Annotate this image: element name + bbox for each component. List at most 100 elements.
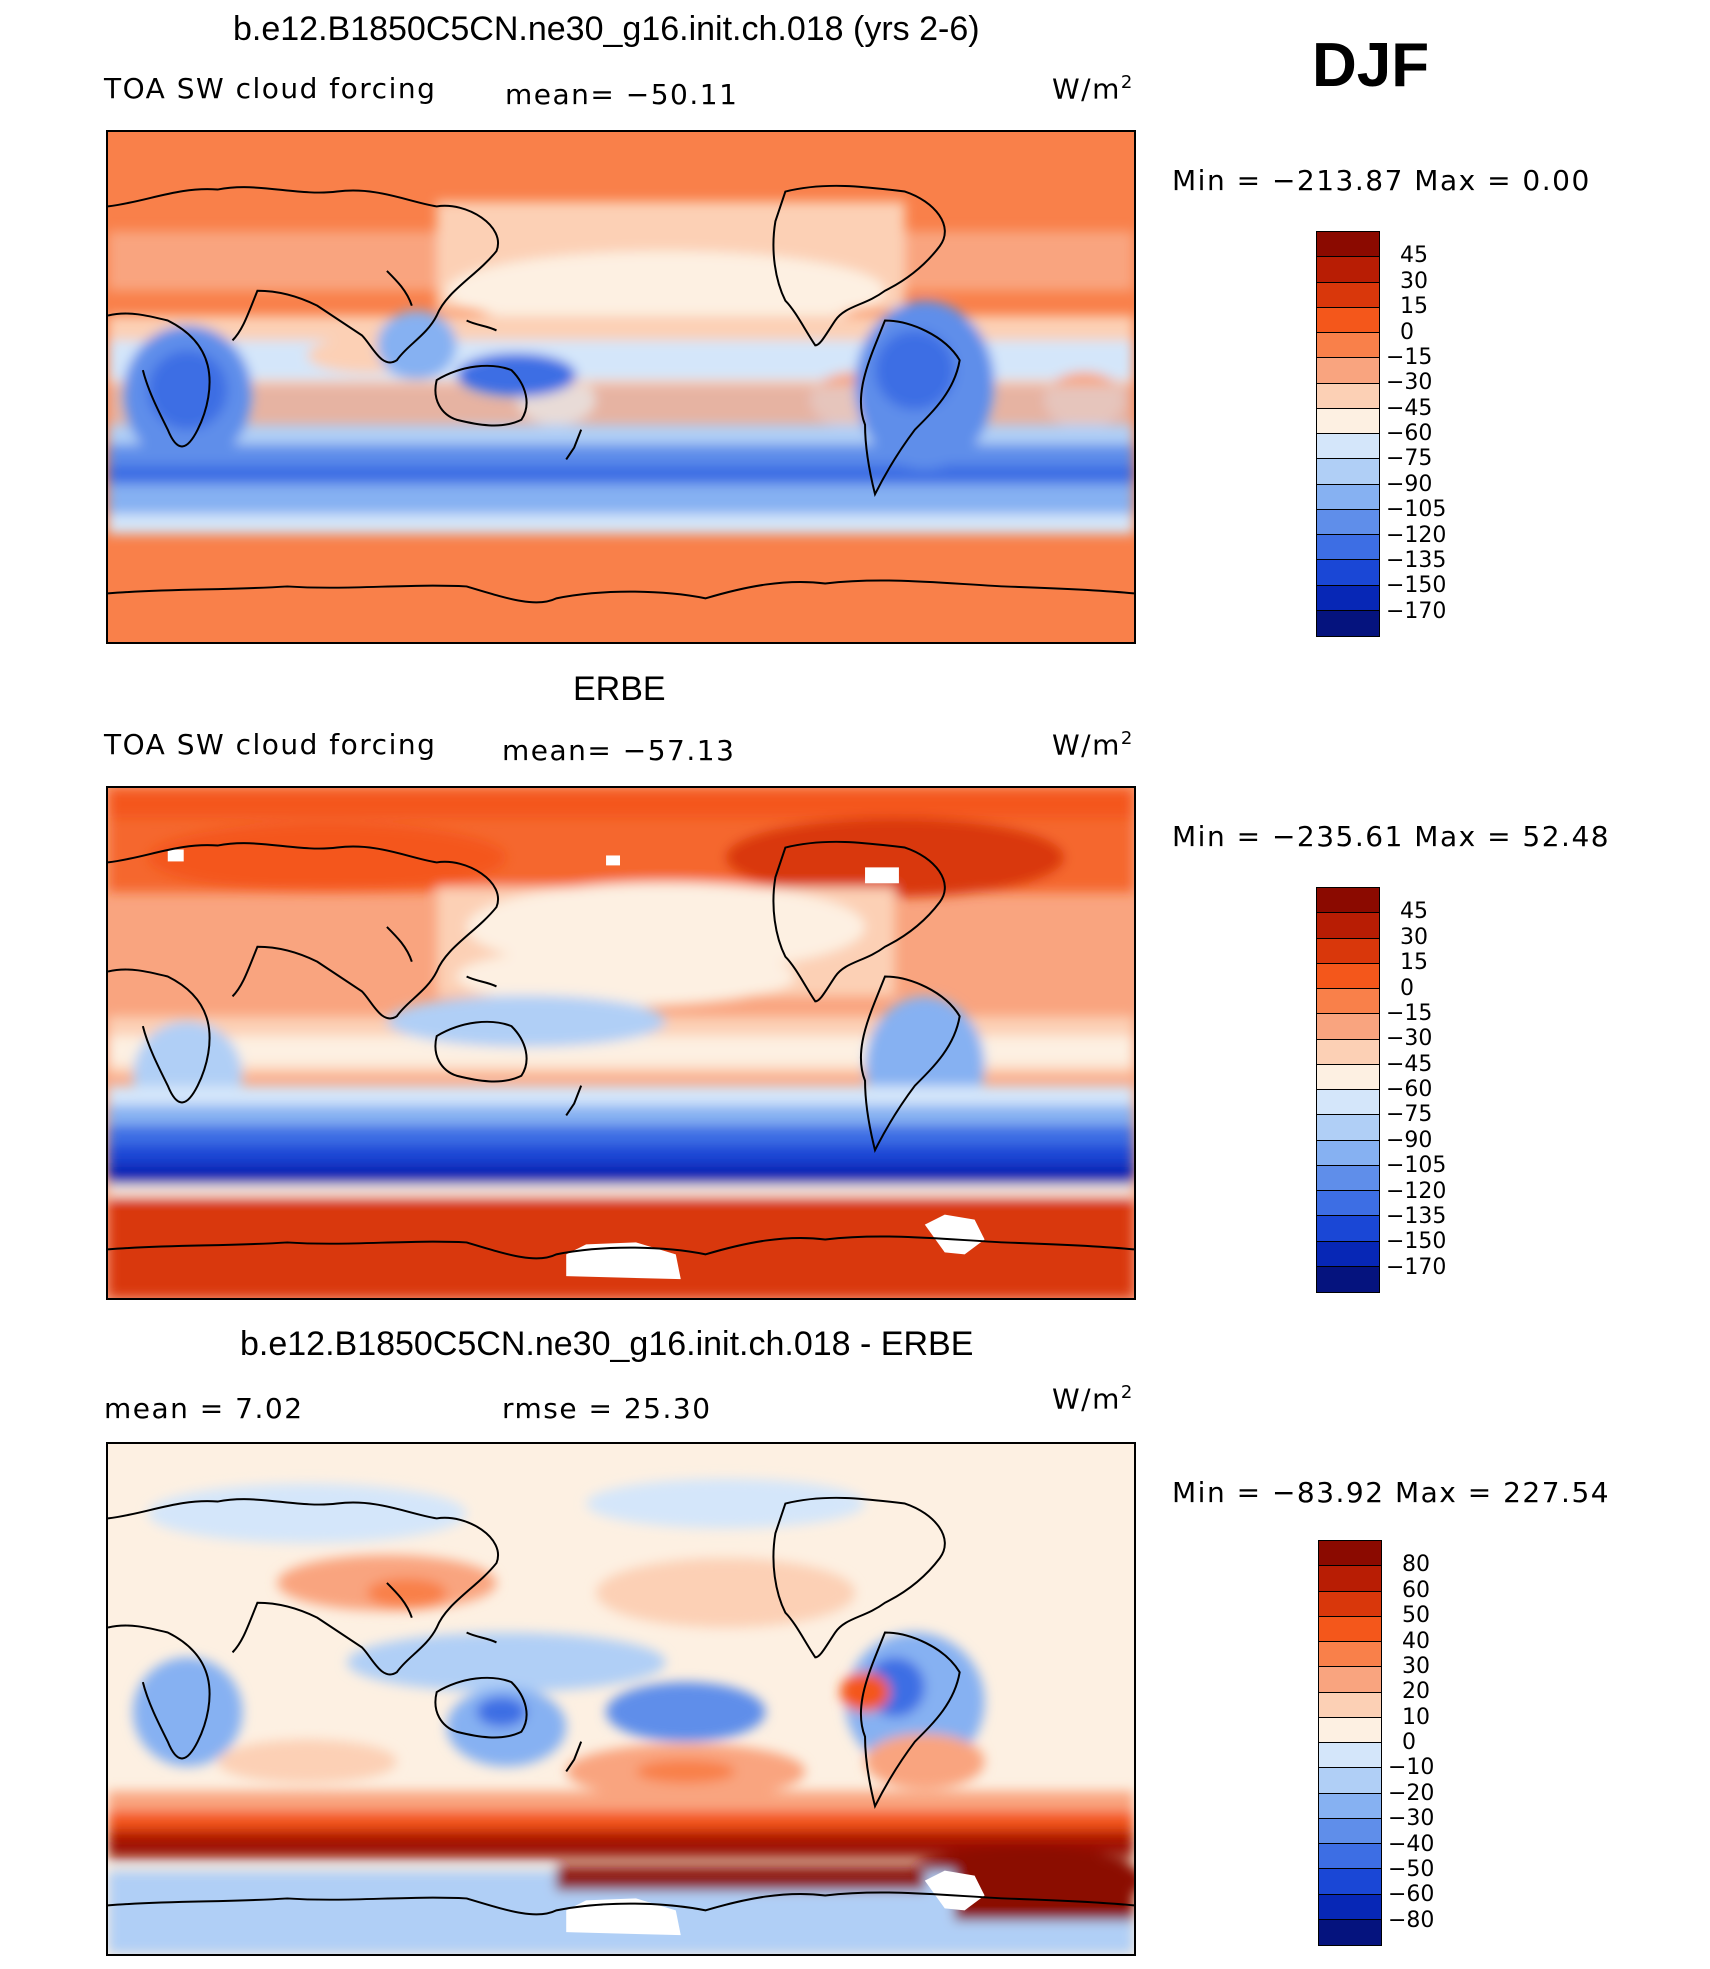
colorbar-tick-label: 50: [1402, 1603, 1430, 1629]
colorbar-tick-label: −75: [1386, 446, 1433, 472]
panel-obs-mean: mean= −57.13: [502, 734, 736, 767]
colorbar-tick-label: 0: [1400, 975, 1414, 1001]
colorbar-segment: [1317, 560, 1379, 586]
colorbar-segment: [1317, 358, 1379, 384]
colorbar-segment: [1317, 1191, 1379, 1217]
colorbar-tick-label: −135: [1386, 1203, 1447, 1229]
colorbar-segment: [1317, 1090, 1379, 1116]
panel-diff-minmax: Min = −83.92 Max = 227.54: [1172, 1476, 1611, 1509]
colorbar-segment: [1317, 989, 1379, 1015]
colorbar-tick-label: −90: [1386, 471, 1433, 497]
colorbar-segment: [1319, 1616, 1381, 1642]
colorbar-tick-label: −60: [1388, 1882, 1435, 1908]
colorbar-segment: [1319, 1869, 1381, 1895]
colorbar-tick-label: 60: [1402, 1577, 1430, 1603]
colorbar-segment: [1317, 484, 1379, 510]
panel-model-units: W/m2: [1052, 72, 1134, 106]
colorbar-tick-label: 20: [1402, 1679, 1430, 1705]
colorbar-segment: [1317, 509, 1379, 535]
panel-obs-minmax: Min = −235.61 Max = 52.48: [1172, 820, 1611, 853]
panel-diff-units: W/m2: [1052, 1382, 1134, 1416]
colorbar-segment: [1317, 938, 1379, 964]
panel-model-field-label: TOA SW cloud forcing: [104, 72, 437, 105]
colorbar-segment: [1317, 333, 1379, 359]
diff-field-map: [108, 1444, 1134, 1954]
colorbar-tick-label: −80: [1388, 1907, 1435, 1933]
colorbar-tick-label: −135: [1386, 547, 1447, 573]
colorbar-tick-label: 45: [1400, 243, 1428, 269]
colorbar-segment: [1317, 585, 1379, 611]
colorbar-tick-label: 15: [1400, 950, 1428, 976]
colorbar-tick-label: 40: [1402, 1628, 1430, 1654]
panel-diff-colorbar: [1318, 1540, 1382, 1946]
colorbar-segment: [1317, 408, 1379, 434]
panel-diff-mean: mean = 7.02: [104, 1392, 304, 1425]
colorbar-segment: [1317, 888, 1379, 914]
colorbar-tick-label: −170: [1386, 598, 1447, 624]
panel-model-title: b.e12.B1850C5CN.ne30_g16.init.ch.018 (yr…: [233, 10, 980, 48]
colorbar-tick-label: −170: [1386, 1254, 1447, 1280]
colorbar-segment: [1317, 610, 1379, 636]
panel-model-map: [106, 130, 1136, 644]
colorbar-segment: [1317, 1064, 1379, 1090]
colorbar-segment: [1317, 232, 1379, 258]
colorbar-tick-label: −60: [1386, 421, 1433, 446]
colorbar-segment: [1319, 1591, 1381, 1617]
colorbar-segment: [1319, 1894, 1381, 1920]
colorbar-segment: [1317, 1115, 1379, 1141]
colorbar-tick-label: −120: [1386, 1178, 1447, 1204]
colorbar-segment: [1317, 1266, 1379, 1292]
colorbar-tick-label: −150: [1386, 1229, 1447, 1255]
colorbar-tick-label: −90: [1386, 1127, 1433, 1153]
colorbar-segment: [1319, 1743, 1381, 1769]
colorbar-tick-label: −45: [1386, 395, 1433, 421]
colorbar-segment: [1317, 1241, 1379, 1267]
colorbar-segment: [1319, 1642, 1381, 1668]
colorbar-tick-label: −50: [1388, 1856, 1435, 1882]
colorbar-tick-label: 30: [1400, 268, 1428, 294]
colorbar-segment: [1317, 913, 1379, 939]
colorbar-tick-label: −105: [1386, 497, 1447, 523]
colorbar-segment: [1319, 1692, 1381, 1718]
panel-diff-map: [106, 1442, 1136, 1956]
colorbar-tick-label: −120: [1386, 522, 1447, 548]
panel-obs-map: [106, 786, 1136, 1300]
colorbar-segment: [1317, 1039, 1379, 1065]
colorbar-tick-label: 15: [1400, 294, 1428, 320]
colorbar-tick-label: −15: [1386, 1000, 1433, 1026]
colorbar-segment: [1317, 383, 1379, 409]
panel-obs-field-label: TOA SW cloud forcing: [104, 728, 437, 761]
colorbar-segment: [1317, 459, 1379, 485]
colorbar-tick-label: −20: [1388, 1780, 1435, 1806]
colorbar-segment: [1317, 963, 1379, 989]
colorbar-segment: [1317, 434, 1379, 460]
season-label: DJF: [1312, 31, 1430, 100]
colorbar-tick-label: 30: [1400, 924, 1428, 950]
colorbar-tick-label: −45: [1386, 1051, 1433, 1077]
panel-obs-title: ERBE: [573, 670, 666, 708]
colorbar-segment: [1319, 1566, 1381, 1592]
colorbar-segment: [1319, 1717, 1381, 1743]
colorbar-tick-label: −30: [1388, 1806, 1435, 1832]
colorbar-tick-label: −40: [1388, 1831, 1435, 1857]
colorbar-segment: [1317, 257, 1379, 283]
colorbar-segment: [1317, 307, 1379, 333]
panel-model-minmax: Min = −213.87 Max = 0.00: [1172, 164, 1591, 197]
colorbar-tick-label: −150: [1386, 573, 1447, 599]
panel-obs-units: W/m2: [1052, 728, 1134, 762]
colorbar-segment: [1319, 1919, 1381, 1945]
colorbar-segment: [1317, 535, 1379, 561]
colorbar-segment: [1319, 1818, 1381, 1844]
panel-diff-rmse: rmse = 25.30: [502, 1392, 712, 1425]
obs-field-map: [108, 788, 1134, 1298]
panel-diff-title: b.e12.B1850C5CN.ne30_g16.init.ch.018 - E…: [240, 1325, 974, 1363]
colorbar-tick-label: 10: [1402, 1704, 1430, 1730]
colorbar-tick-label: −30: [1386, 1026, 1433, 1052]
colorbar-segment: [1317, 1165, 1379, 1191]
colorbar-tick-label: 45: [1400, 899, 1428, 925]
model-field-map: [108, 132, 1134, 642]
colorbar-tick-label: −105: [1386, 1153, 1447, 1179]
colorbar-segment: [1317, 1216, 1379, 1242]
colorbar-segment: [1319, 1541, 1381, 1567]
colorbar-tick-label: −60: [1386, 1077, 1433, 1102]
